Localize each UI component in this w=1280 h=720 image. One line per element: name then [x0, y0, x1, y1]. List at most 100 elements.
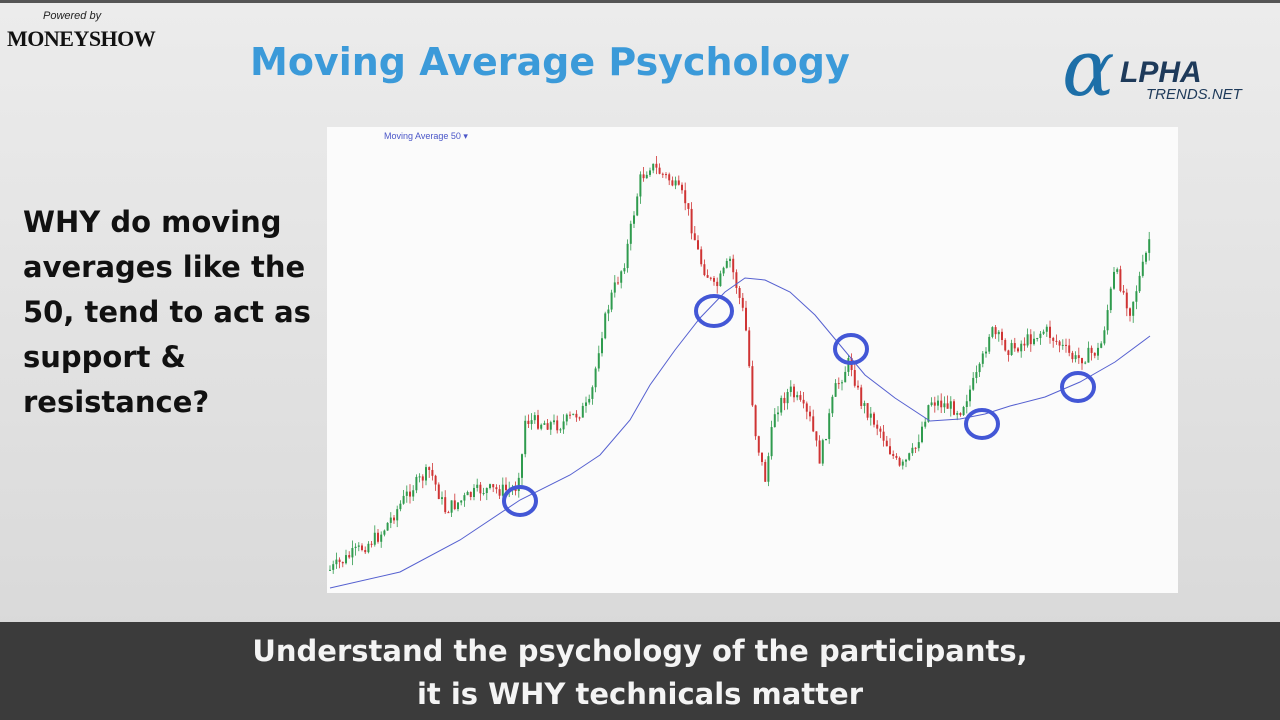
candle-body: [786, 391, 789, 404]
candle-body: [933, 402, 936, 406]
circle: [964, 408, 1000, 440]
candle-body: [492, 484, 495, 488]
candle-body: [565, 414, 568, 422]
candle-body: [364, 550, 367, 553]
candle-body: [1132, 301, 1135, 316]
candle-body: [636, 196, 639, 216]
candle-body: [671, 180, 674, 186]
candle-body: [991, 327, 994, 337]
candle-body: [978, 363, 981, 373]
caption-line: it is WHY technicals matter: [416, 677, 864, 711]
candle-body: [1097, 347, 1099, 356]
candle-body: [1087, 347, 1090, 363]
candle-body: [956, 413, 959, 415]
candle-body: [341, 562, 344, 564]
candle-body: [1017, 348, 1019, 352]
candle-body: [613, 282, 616, 293]
candle-body: [821, 440, 824, 464]
candle-body: [828, 413, 831, 439]
question-line: 50, tend to act as: [23, 295, 311, 329]
candle-body: [623, 268, 626, 272]
question-line: WHY do moving: [23, 205, 282, 239]
candles: [329, 155, 1151, 574]
candle-body: [546, 423, 549, 430]
candle-body: [607, 309, 610, 314]
candle-body: [722, 267, 725, 274]
top-border: [0, 0, 1280, 3]
candle-body: [729, 258, 731, 261]
candle-body: [889, 446, 891, 455]
candle-body: [1042, 331, 1045, 334]
candle-body: [642, 174, 645, 179]
candle-body: [841, 382, 843, 384]
candle-body: [572, 413, 575, 415]
candle-body: [709, 277, 712, 279]
candle-body: [799, 395, 802, 400]
candle-body: [927, 405, 930, 422]
candle-body: [946, 403, 949, 409]
candle-body: [473, 487, 475, 497]
candle-body: [1026, 334, 1029, 346]
candle-body: [767, 456, 770, 482]
candle-body: [581, 405, 584, 418]
candle-body: [857, 385, 859, 388]
candle-body: [901, 461, 904, 466]
candle-body: [1004, 339, 1007, 351]
candle-body: [818, 440, 821, 464]
candle-body: [1068, 345, 1071, 353]
candle-body: [1001, 331, 1003, 340]
candle-body: [770, 427, 773, 457]
candle-body: [777, 412, 779, 415]
candle-body: [425, 467, 427, 481]
candle-body: [521, 454, 523, 478]
candle-body: [873, 413, 875, 425]
candle-body: [549, 422, 552, 430]
highlight-circles: [502, 294, 1096, 517]
candle-body: [354, 546, 357, 549]
candle-body: [690, 208, 693, 234]
candle-body: [764, 461, 767, 482]
candle-body: [1135, 291, 1138, 302]
candle-body: [754, 405, 757, 437]
candle-body: [421, 476, 424, 481]
candle-body: [463, 495, 466, 501]
candle-body: [972, 377, 975, 390]
circle: [833, 333, 869, 365]
candle-body: [441, 497, 443, 500]
candle-body: [847, 358, 850, 372]
candle-body: [409, 491, 411, 497]
candle-body: [677, 180, 680, 185]
candle-body: [882, 431, 885, 441]
chart-image: [327, 127, 1178, 593]
candle-body: [681, 184, 683, 191]
candle-body: [447, 512, 450, 514]
candle-body: [831, 396, 834, 414]
candle-body: [700, 249, 703, 265]
candle-body: [431, 469, 434, 476]
candle-body: [674, 180, 677, 186]
candle-body: [645, 174, 648, 179]
candle-body: [415, 476, 418, 491]
candle-body: [1122, 290, 1125, 293]
candle-body: [866, 403, 869, 418]
candle-body: [969, 389, 971, 402]
candle-body: [591, 387, 594, 399]
candle-body: [751, 366, 754, 406]
candle-body: [1113, 271, 1115, 289]
candle-body: [543, 423, 546, 425]
candle-body: [914, 447, 917, 449]
candle-body: [348, 555, 351, 558]
candle-body: [588, 398, 591, 403]
candle-body: [684, 190, 687, 204]
candle-body: [373, 532, 376, 545]
candle-body: [444, 497, 447, 513]
candle-body: [479, 484, 482, 494]
candle-body: [633, 215, 635, 224]
candle-body: [1065, 344, 1067, 346]
candle-body: [335, 559, 338, 565]
logo-mark: α: [1062, 24, 1115, 114]
candle-body: [1148, 239, 1151, 253]
candle-body: [898, 457, 901, 466]
candle-body: [428, 467, 431, 470]
